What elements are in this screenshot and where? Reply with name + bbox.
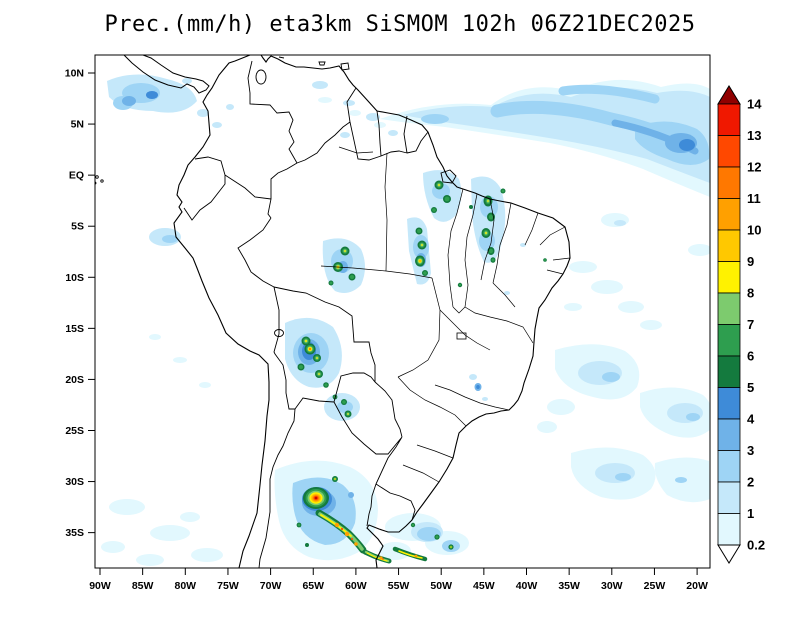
colorbar-segment	[717, 198, 741, 231]
colorbar-under-arrow	[717, 544, 741, 564]
lat-tick-label: 5N	[71, 119, 84, 131]
colorbar-segment	[717, 324, 741, 357]
longitude-axis: 90W 85W 80W 75W 70W 65W 60W 55W 50W 45W 40W 35W 30W 2…	[89, 568, 708, 592]
lat-tick-label: 10S	[65, 272, 84, 284]
map-outlines	[95, 55, 571, 568]
lat-tick-label: 10N	[65, 68, 84, 80]
colorbar-label: 3	[747, 443, 754, 458]
lat-tick-label: EQ	[69, 170, 84, 182]
lon-tick-label: 85W	[132, 580, 154, 592]
lon-tick-label: 65W	[302, 580, 324, 592]
lon-tick-label: 55W	[388, 580, 410, 592]
country-borders	[183, 60, 429, 568]
lat-tick-label: 30S	[65, 476, 84, 488]
distrito-federal-square	[456, 332, 467, 340]
colorbar-label: 13	[747, 128, 761, 143]
colorbar-label: 5	[747, 380, 754, 395]
lon-tick-label: 60W	[345, 580, 367, 592]
plot-frame	[94, 54, 711, 569]
colorbar-over-arrow	[717, 85, 741, 105]
colorbar-label: 4	[747, 412, 755, 427]
lon-tick-label: 75W	[217, 580, 239, 592]
colorbar-label: 7	[747, 317, 754, 332]
lon-tick-label: 50W	[430, 580, 452, 592]
colorbar-segment	[717, 418, 741, 451]
lon-tick-label: 30W	[601, 580, 623, 592]
coastline-central-america	[123, 55, 210, 94]
colorbar-segment	[717, 355, 741, 388]
colorbar-segment	[717, 513, 741, 546]
lon-tick-label: 80W	[175, 580, 197, 592]
convective-system-argentina	[296, 476, 454, 564]
colorbar-segment	[717, 481, 741, 514]
colorbar-label: 11	[747, 191, 761, 206]
convective-cells-para-line	[415, 227, 428, 276]
convective-cells-amazon-mouth	[431, 180, 451, 213]
lon-tick-label: 90W	[89, 580, 111, 592]
colorbar-segment	[717, 166, 741, 199]
convective-cells-chaco	[341, 399, 352, 418]
colorbar-label: 0.2	[747, 538, 765, 553]
lon-tick-label: 70W	[260, 580, 282, 592]
lat-tick-label: 25S	[65, 425, 84, 437]
colorbar-label: 10	[747, 223, 761, 238]
latitude-axis: 10N 5N EQ 5S 10S 15S 20S 25S 30S 35S	[65, 68, 95, 539]
colorbar-segment	[717, 387, 741, 420]
state-borders-brazil	[320, 146, 571, 483]
islands-and-lakes	[95, 56, 457, 337]
colorbar-label: 1	[747, 506, 754, 521]
lon-tick-label: 35W	[558, 580, 580, 592]
colorbar-label: 9	[747, 254, 754, 269]
colorbar: 14 13 12 11 10 9 8 7 6 5 4 3 2 1 0.2	[717, 85, 765, 564]
colorbar-label: 8	[747, 286, 754, 301]
colorbar-label: 12	[747, 160, 761, 175]
lat-tick-label: 35S	[65, 527, 84, 539]
convective-cells-bolivia	[297, 336, 338, 400]
colorbar-segment	[717, 103, 741, 136]
lat-tick-label: 20S	[65, 374, 84, 386]
lon-tick-label: 20W	[686, 580, 708, 592]
lat-tick-label: 5S	[71, 221, 84, 233]
figure-title: Prec.(mm/h) eta3km SiSMOM 102h 06Z21DEC2…	[104, 12, 696, 37]
colorbar-label: 14	[747, 97, 762, 112]
colorbar-segment	[717, 229, 741, 262]
colorbar-label: 6	[747, 349, 754, 364]
lon-tick-label: 40W	[516, 580, 538, 592]
colorbar-label: 2	[747, 475, 754, 490]
colorbar-segment	[717, 292, 741, 325]
lon-tick-label: 25W	[644, 580, 666, 592]
lon-tick-label: 45W	[473, 580, 495, 592]
colorbar-segment	[717, 450, 741, 483]
colorbar-segment	[717, 261, 741, 294]
precipitation-shading	[101, 74, 710, 566]
colorbar-segment	[717, 135, 741, 168]
lat-tick-label: 15S	[65, 323, 84, 335]
